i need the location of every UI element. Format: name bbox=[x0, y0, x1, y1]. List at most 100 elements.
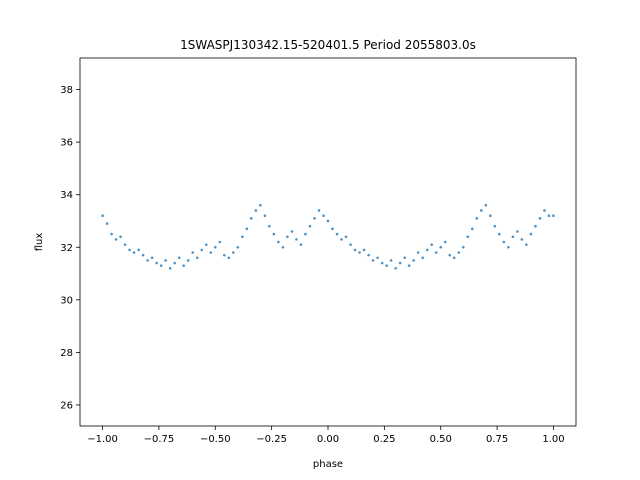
y-axis-label: flux bbox=[34, 233, 45, 252]
data-point bbox=[466, 235, 470, 239]
data-point bbox=[434, 251, 438, 254]
data-point bbox=[326, 219, 330, 223]
data-point bbox=[552, 214, 555, 218]
data-point bbox=[376, 256, 379, 260]
data-point bbox=[516, 230, 519, 233]
data-point bbox=[317, 209, 321, 212]
data-point bbox=[168, 266, 172, 270]
data-point bbox=[425, 248, 429, 252]
data-point bbox=[313, 217, 316, 220]
data-point bbox=[322, 214, 325, 218]
data-point bbox=[394, 266, 397, 270]
data-point bbox=[443, 240, 447, 244]
data-point bbox=[461, 245, 465, 249]
data-point bbox=[218, 240, 222, 244]
data-point bbox=[146, 259, 149, 262]
data-point bbox=[141, 253, 145, 257]
data-point bbox=[132, 251, 136, 254]
data-point bbox=[200, 248, 204, 252]
data-point bbox=[281, 245, 285, 249]
data-point bbox=[277, 240, 280, 244]
y-tick-label: 34 bbox=[60, 190, 73, 201]
data-point bbox=[101, 214, 104, 218]
data-point bbox=[304, 232, 307, 236]
y-tick-label: 38 bbox=[60, 85, 73, 96]
data-point bbox=[475, 217, 479, 220]
data-point bbox=[213, 245, 217, 249]
data-point bbox=[358, 251, 361, 254]
x-axis-label: phase bbox=[313, 459, 343, 470]
data-point bbox=[331, 227, 334, 231]
data-point bbox=[123, 243, 127, 246]
data-point bbox=[182, 264, 186, 267]
data-point bbox=[245, 227, 249, 231]
data-point bbox=[128, 248, 131, 252]
data-point bbox=[227, 256, 231, 260]
data-point bbox=[299, 243, 303, 246]
data-point bbox=[164, 259, 167, 262]
data-point bbox=[412, 259, 415, 262]
data-point bbox=[547, 214, 551, 218]
data-point bbox=[173, 261, 176, 265]
data-point bbox=[272, 232, 276, 236]
data-point bbox=[254, 209, 258, 212]
data-point bbox=[439, 245, 443, 249]
data-point bbox=[191, 251, 195, 254]
data-point bbox=[448, 253, 452, 257]
x-tick-label: 1.00 bbox=[542, 434, 564, 445]
x-tick-label: 0.25 bbox=[373, 434, 395, 445]
data-point bbox=[489, 214, 492, 218]
data-point bbox=[195, 256, 199, 260]
data-point bbox=[529, 232, 533, 236]
data-point bbox=[398, 261, 402, 265]
x-axis: −1.00 −0.75 −0.50 −0.25 0.00 0.25 0.50 0.75 1.00 bbox=[87, 426, 565, 445]
data-point bbox=[204, 243, 208, 246]
x-tick-label: 0.75 bbox=[486, 434, 508, 445]
x-tick-label: 0.00 bbox=[317, 434, 339, 445]
data-point bbox=[403, 256, 406, 260]
x-tick-label: −0.50 bbox=[200, 434, 231, 445]
data-point bbox=[232, 251, 235, 254]
data-point bbox=[105, 222, 109, 225]
data-point bbox=[209, 251, 213, 254]
data-point bbox=[371, 259, 375, 262]
y-tick-label: 28 bbox=[60, 348, 73, 359]
data-point bbox=[502, 240, 506, 244]
x-tick-label: −1.00 bbox=[87, 434, 118, 445]
data-point bbox=[534, 224, 537, 228]
data-point bbox=[114, 238, 118, 241]
x-tick-label: −0.75 bbox=[144, 434, 175, 445]
data-point bbox=[150, 256, 154, 260]
data-point bbox=[484, 203, 488, 207]
data-point bbox=[511, 235, 515, 239]
data-point bbox=[362, 248, 366, 252]
scatter-points bbox=[101, 203, 555, 270]
data-point bbox=[498, 232, 501, 236]
chart-title: 1SWASPJ130342.15-520401.5 Period 2055803… bbox=[180, 38, 476, 52]
data-point bbox=[259, 203, 262, 207]
y-tick-label: 36 bbox=[60, 138, 73, 149]
data-point bbox=[250, 217, 253, 220]
y-tick-label: 32 bbox=[60, 243, 73, 254]
data-point bbox=[236, 245, 240, 249]
data-point bbox=[290, 230, 294, 233]
y-tick-label: 30 bbox=[60, 295, 73, 306]
data-point bbox=[543, 209, 546, 212]
data-point bbox=[380, 261, 384, 265]
data-point bbox=[353, 248, 357, 252]
data-point bbox=[155, 261, 158, 265]
data-point bbox=[186, 259, 190, 262]
data-point bbox=[493, 224, 497, 228]
data-point bbox=[308, 224, 312, 228]
data-point bbox=[295, 238, 298, 241]
x-tick-label: 0.50 bbox=[430, 434, 452, 445]
data-point bbox=[470, 227, 474, 231]
y-tick-label: 26 bbox=[60, 400, 73, 411]
data-point bbox=[159, 264, 163, 267]
data-point bbox=[222, 253, 226, 257]
data-point bbox=[268, 224, 271, 228]
data-point bbox=[430, 243, 434, 246]
data-point bbox=[110, 232, 113, 236]
